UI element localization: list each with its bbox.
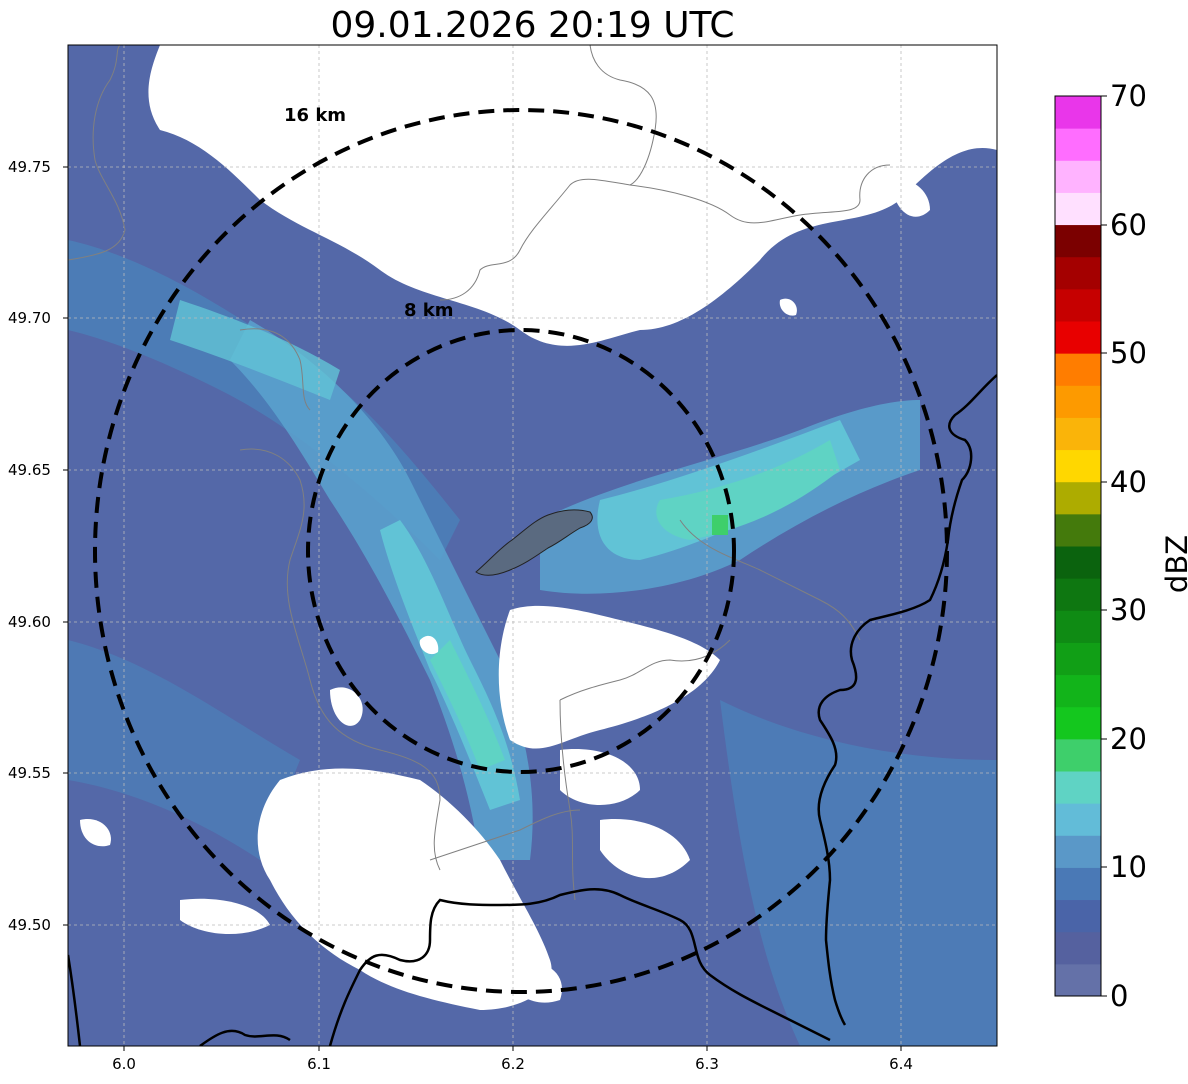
colorbar: [1055, 96, 1101, 997]
colorbar-segment: [1055, 417, 1101, 451]
map-title: 09.01.2026 20:19 UTC: [330, 5, 735, 46]
colorbar-segment: [1055, 963, 1101, 997]
colorbar-segment: [1055, 353, 1101, 386]
colorbar-segment: [1055, 481, 1101, 515]
x-tick-label: 6.4: [889, 1055, 913, 1073]
colorbar-segment: [1055, 610, 1101, 643]
colorbar-tick-label: 40: [1110, 465, 1147, 499]
echo-cell-strong: [712, 515, 728, 535]
colorbar-title: dBZ: [1160, 534, 1188, 594]
colorbar-tick-label: 0: [1110, 979, 1129, 1013]
national-borders: [68, 374, 997, 1046]
x-tick-label: 6.1: [307, 1055, 331, 1073]
city-outline: [475, 509, 593, 576]
colorbar-segment: [1055, 256, 1101, 290]
y-tick-label: 49.70: [8, 309, 51, 327]
colorbar-segment: [1055, 160, 1101, 193]
colorbar-frame: [1054, 95, 1102, 997]
colorbar-segment: [1055, 224, 1101, 258]
y-tick-label: 49.75: [8, 158, 51, 176]
colorbar-segment: [1055, 835, 1101, 868]
map-frame: [67, 44, 998, 1047]
colorbar-segment: [1055, 96, 1101, 129]
colorbar-segment: [1055, 706, 1101, 740]
range-ring-8km: [306, 328, 736, 774]
colorbar-segment: [1055, 192, 1101, 226]
colorbar-ticks: [1101, 95, 1107, 997]
axis-ticks: [63, 166, 902, 1051]
echo-band-southwest: [68, 640, 300, 860]
echo-core-east-strong: [656, 440, 840, 540]
colorbar-segment: [1055, 642, 1101, 676]
echo-band-southeast: [720, 700, 997, 1046]
colorbar-tick-label: 30: [1110, 593, 1147, 627]
admin-boundaries: [68, 45, 891, 901]
y-tick-label: 49.65: [8, 461, 51, 479]
colorbar-segment: [1055, 128, 1101, 161]
x-tick-label: 6.3: [695, 1055, 719, 1073]
x-tick-label: 6.0: [112, 1055, 136, 1073]
colorbar-tick-label: 60: [1110, 208, 1147, 242]
colorbar-tick-label: 20: [1110, 722, 1147, 756]
y-tick-label: 49.50: [8, 916, 51, 934]
colorbar-segment: [1055, 546, 1101, 579]
colorbar-segment: [1055, 321, 1101, 354]
range-ring-16km: [93, 108, 949, 994]
colorbar-segment: [1055, 449, 1101, 483]
colorbar-segment: [1055, 674, 1101, 708]
colorbar-segment: [1055, 738, 1101, 772]
ring-label-16km: 16 km: [284, 105, 347, 126]
colorbar-segment: [1055, 867, 1101, 901]
y-tick-label: 49.55: [8, 764, 51, 782]
colorbar-segment: [1055, 771, 1101, 804]
ring-label-8km: 8 km: [404, 300, 454, 321]
colorbar-tick-label: 70: [1110, 79, 1147, 113]
colorbar-segment: [1055, 288, 1101, 322]
echo-core-south: [430, 640, 505, 770]
colorbar-segment: [1055, 385, 1101, 418]
colorbar-segment: [1055, 899, 1101, 933]
colorbar-segment: [1055, 931, 1101, 965]
colorbar-tick-label: 10: [1110, 850, 1147, 884]
colorbar-tick-label: 50: [1110, 336, 1147, 370]
colorbar-segment: [1055, 803, 1101, 836]
y-tick-label: 49.60: [8, 613, 51, 631]
no-echo-regions: [80, 45, 997, 1010]
colorbar-segment: [1055, 513, 1101, 547]
x-tick-label: 6.2: [501, 1055, 525, 1073]
echo-band-northwest-light: [170, 300, 340, 400]
colorbar-segment: [1055, 578, 1101, 611]
